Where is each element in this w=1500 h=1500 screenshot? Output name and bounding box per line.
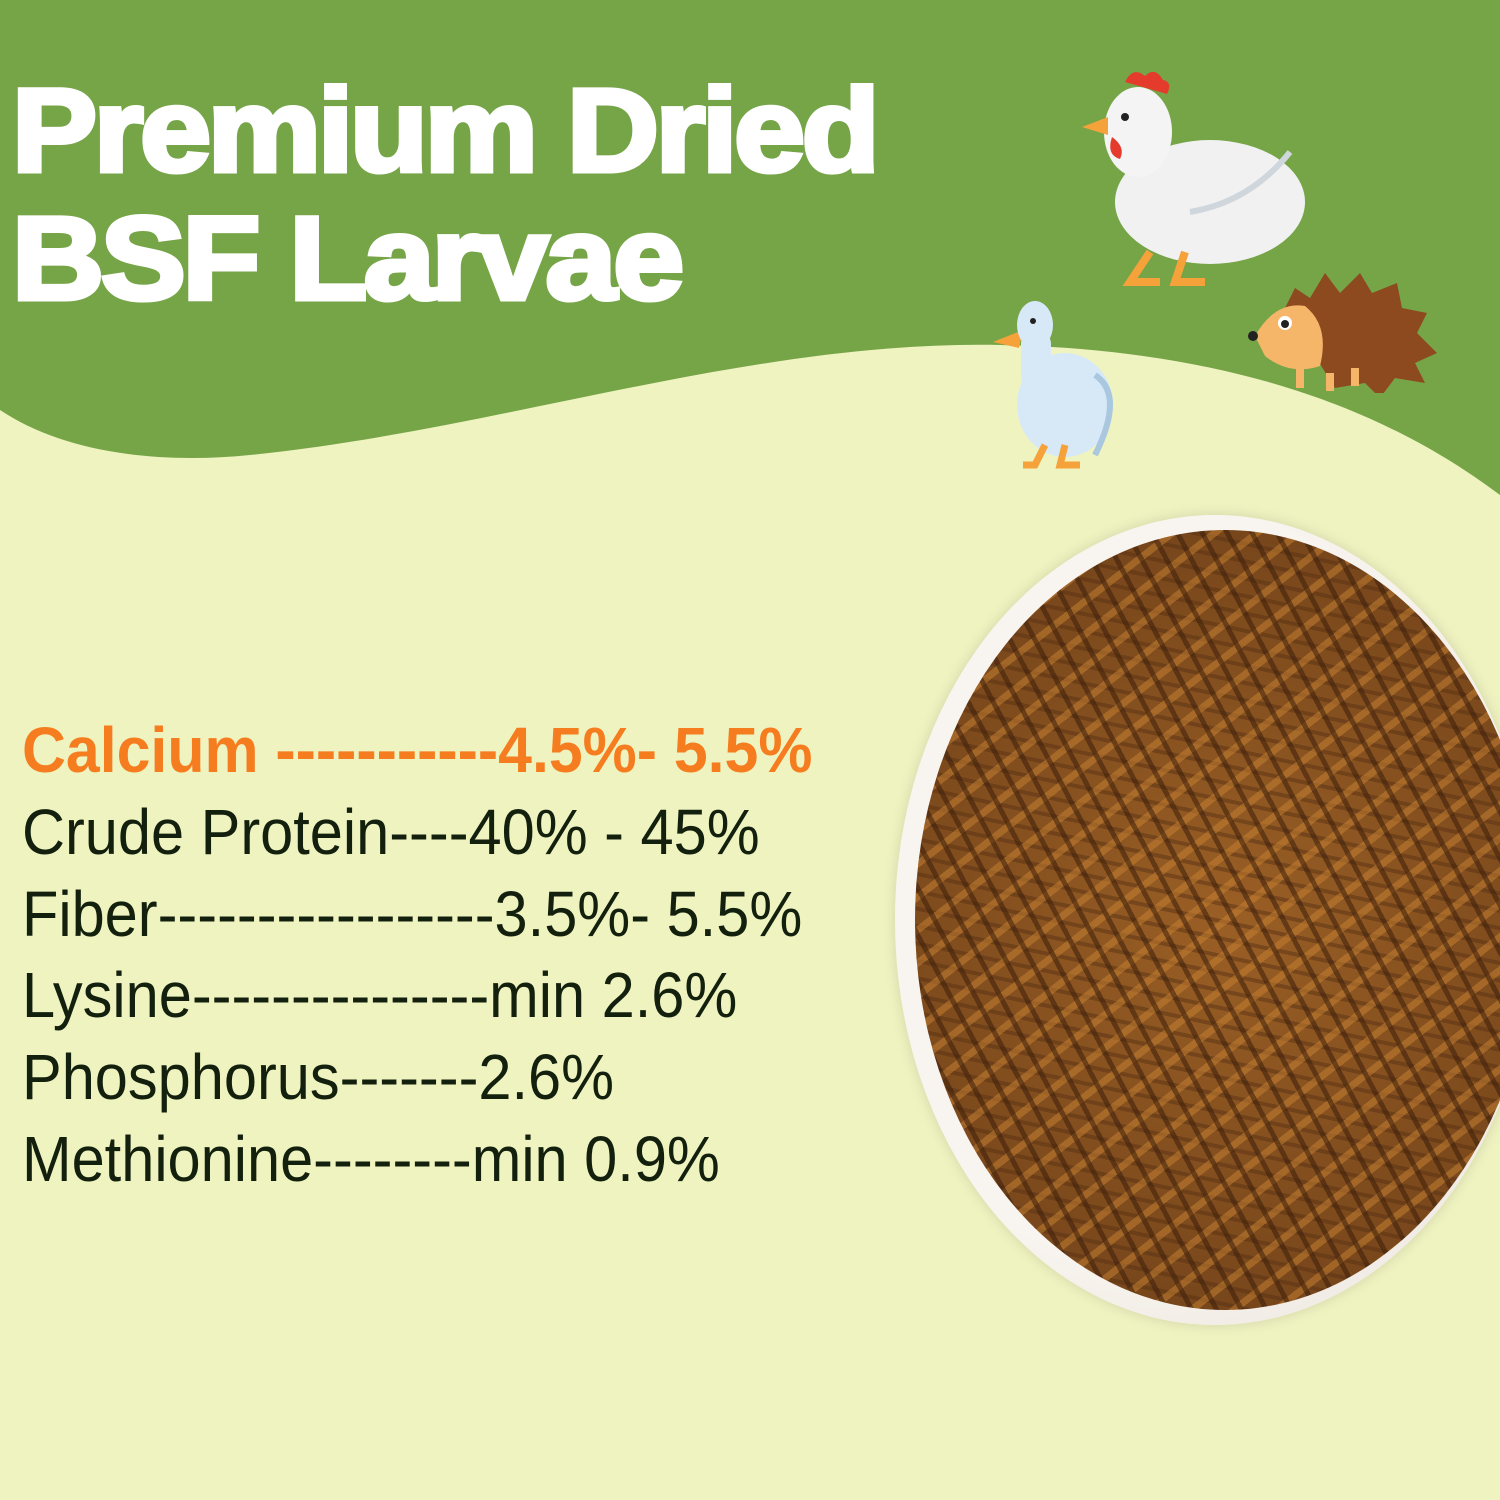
nutrient-methionine: Methionine--------min 0.9% (22, 1123, 720, 1195)
duck-icon (993, 301, 1113, 469)
nutrient-lysine: Lysine---------------min 2.6% (22, 959, 738, 1031)
hedgehog-icon (1248, 273, 1437, 393)
nutrient-fiber: Fiber-----------------3.5%- 5.5% (22, 878, 803, 950)
nutrient-phosphorus: Phosphorus-------2.6% (22, 1041, 615, 1113)
nutrient-calcium: Calcium -----------4.5%- 5.5% (22, 714, 813, 786)
nutrient-crude-protein: Crude Protein----40% - 45% (22, 796, 760, 868)
larvae-plate-photo (915, 530, 1500, 1310)
title-line-1: Premium Dried (9, 65, 882, 197)
chicken-icon (1082, 71, 1305, 286)
title-line-2: BSF Larvae (9, 193, 686, 325)
